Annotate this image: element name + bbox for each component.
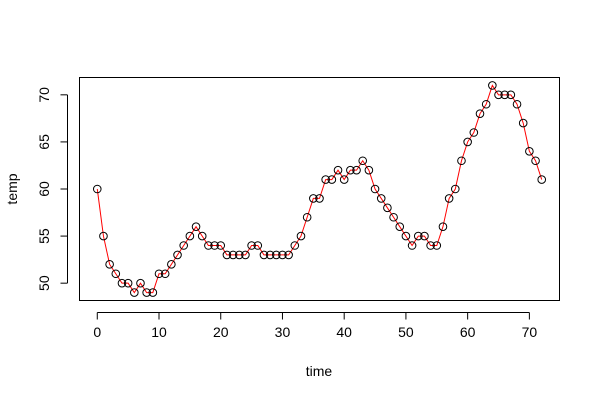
data-point xyxy=(111,269,121,279)
data-point xyxy=(185,231,195,241)
data-point xyxy=(413,231,423,241)
data-point xyxy=(444,194,454,203)
data-point xyxy=(537,175,547,184)
x-axis: 0 10 20 30 40 50 60 70 xyxy=(93,312,538,340)
data-point xyxy=(525,147,534,156)
data-point xyxy=(475,109,485,118)
y-tick-label: 60 xyxy=(36,181,52,197)
data-point xyxy=(463,137,472,147)
data-point xyxy=(117,278,127,288)
data-point xyxy=(401,231,411,241)
x-tick-label: 30 xyxy=(275,324,291,340)
data-point xyxy=(253,241,263,250)
data-point xyxy=(99,231,108,241)
data-point xyxy=(309,194,318,203)
x-tick-label: 70 xyxy=(522,324,538,340)
series-line xyxy=(96,84,543,294)
data-point xyxy=(154,269,164,279)
data-point xyxy=(234,250,244,260)
data-point xyxy=(315,194,324,203)
data-point xyxy=(247,241,256,250)
data-point xyxy=(278,250,287,260)
data-point xyxy=(488,81,497,90)
data-point xyxy=(432,241,442,250)
data-point xyxy=(420,231,429,241)
x-tick-label: 0 xyxy=(93,324,101,340)
data-point xyxy=(290,241,300,250)
data-point xyxy=(383,203,392,213)
x-tick-label: 20 xyxy=(213,324,229,340)
data-point xyxy=(358,156,368,166)
data-point xyxy=(191,222,201,231)
data-point xyxy=(123,278,133,288)
data-point xyxy=(265,250,275,260)
y-axis: 50 55 60 65 70 xyxy=(36,87,68,291)
data-point xyxy=(136,278,145,288)
data-point xyxy=(506,90,516,100)
y-axis-title: temp xyxy=(4,173,20,204)
x-tick-label: 10 xyxy=(151,324,167,340)
data-point xyxy=(327,175,337,184)
plot-frame xyxy=(79,77,560,301)
series-line-group xyxy=(96,84,543,294)
y-tick-label: 70 xyxy=(36,87,52,103)
data-point xyxy=(451,184,460,194)
y-tick-label: 65 xyxy=(36,134,52,150)
data-point xyxy=(241,250,250,260)
data-point xyxy=(346,165,355,175)
x-tick-label: 40 xyxy=(336,324,352,340)
series-points-group xyxy=(92,81,547,297)
data-point xyxy=(494,90,503,100)
data-point xyxy=(222,250,232,260)
data-point xyxy=(167,260,176,269)
x-tick-label: 60 xyxy=(460,324,476,340)
data-point xyxy=(339,175,349,184)
data-point xyxy=(389,212,398,222)
data-point xyxy=(457,156,466,166)
data-point xyxy=(531,156,540,166)
x-axis-title: time xyxy=(306,363,333,379)
data-point xyxy=(376,194,386,203)
data-point xyxy=(130,288,139,297)
data-point xyxy=(518,118,528,128)
data-point xyxy=(481,99,491,109)
data-point xyxy=(512,99,522,109)
data-point xyxy=(173,250,182,260)
data-point xyxy=(370,184,380,194)
data-point xyxy=(210,241,219,250)
data-point xyxy=(469,128,479,137)
x-tick-label: 50 xyxy=(398,324,414,340)
data-point xyxy=(395,222,405,231)
data-point xyxy=(92,184,102,194)
data-point xyxy=(148,288,158,297)
data-point xyxy=(271,250,281,260)
data-point xyxy=(364,165,374,175)
y-tick-label: 55 xyxy=(36,228,52,244)
data-point xyxy=(228,250,238,260)
data-point xyxy=(197,231,207,241)
data-point xyxy=(302,212,312,222)
data-point xyxy=(407,241,417,250)
data-point xyxy=(105,260,114,269)
data-point xyxy=(179,241,188,250)
data-point xyxy=(426,241,435,250)
y-tick-label: 50 xyxy=(36,275,52,291)
data-point xyxy=(216,241,226,250)
data-point xyxy=(438,222,448,231)
data-point xyxy=(142,288,151,297)
data-point xyxy=(259,250,269,260)
data-point xyxy=(284,250,293,260)
data-point xyxy=(321,175,330,184)
data-point xyxy=(204,241,213,250)
data-point xyxy=(296,231,306,241)
data-point xyxy=(333,165,343,175)
data-point xyxy=(352,165,361,175)
data-point xyxy=(500,90,509,100)
data-point xyxy=(160,269,170,279)
